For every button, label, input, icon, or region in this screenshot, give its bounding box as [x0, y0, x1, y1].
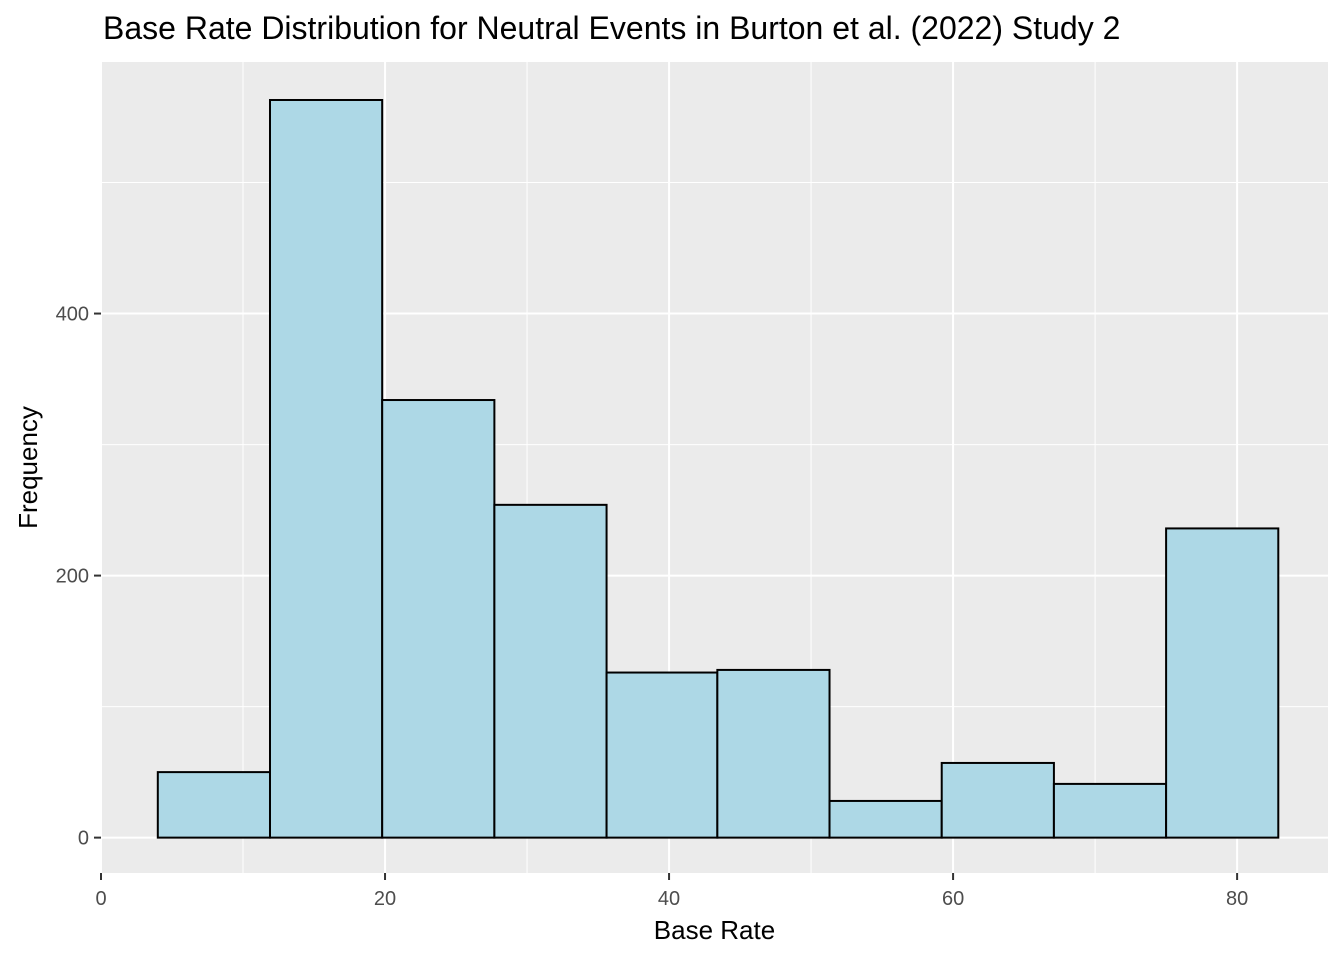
histogram-bar	[828, 799, 943, 839]
x-tick-label: 0	[95, 888, 106, 910]
y-axis-title: Frequency	[13, 406, 43, 529]
histogram-bar	[381, 399, 496, 839]
histogram-bar	[605, 671, 719, 839]
y-tick-label: 400	[56, 304, 89, 326]
x-axis: 0 20 40 60 80	[95, 873, 1248, 910]
y-tick-label: 0	[78, 828, 89, 850]
chart-title: Base Rate Distribution for Neutral Event…	[103, 10, 1121, 46]
histogram-bars	[156, 98, 1280, 839]
histogram-bar	[940, 761, 1055, 839]
x-tick-label: 40	[658, 888, 680, 910]
histogram-bar	[716, 668, 831, 839]
x-axis-title: Base Rate	[654, 915, 775, 945]
histogram-bar	[156, 771, 271, 839]
histogram-bar	[493, 503, 608, 839]
x-tick-label: 20	[374, 888, 396, 910]
x-tick-label: 60	[942, 888, 964, 910]
y-axis: 0 200 400	[56, 304, 101, 850]
x-tick-label: 80	[1226, 888, 1248, 910]
histogram-bar	[268, 98, 384, 839]
y-tick-label: 200	[56, 566, 89, 588]
histogram-bar	[1165, 527, 1280, 839]
histogram-bar	[1052, 782, 1168, 839]
